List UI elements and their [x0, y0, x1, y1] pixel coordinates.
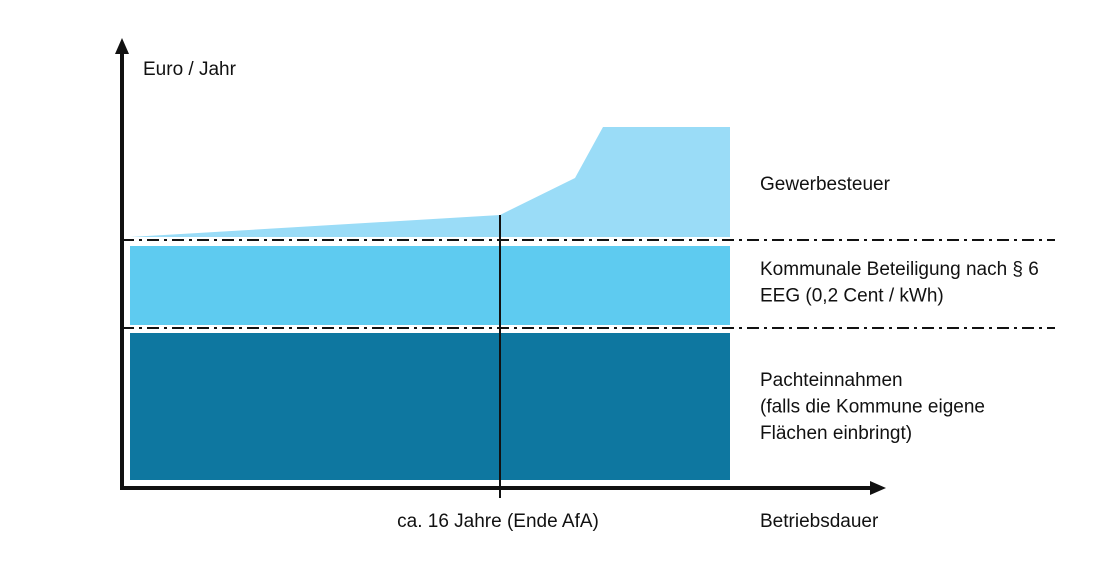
- x-arrow: [870, 481, 886, 495]
- layer-label: Gewerbesteuer: [760, 174, 891, 195]
- y-arrow: [115, 38, 129, 54]
- layer-label: Pachteinnahmen: [760, 370, 903, 391]
- marker-label: ca. 16 Jahre (Ende AfA): [397, 511, 599, 532]
- x-label: Betriebsdauer: [760, 511, 879, 532]
- trade-tax-area: [130, 127, 730, 237]
- y-label: Euro / Jahr: [143, 59, 237, 80]
- layer-label: EEG (0,2 Cent / kWh): [760, 286, 944, 307]
- layer-label: Kommunale Beteiligung nach § 6: [760, 259, 1039, 280]
- lease-band: [130, 333, 730, 480]
- participation-band: [130, 246, 730, 325]
- layer-label: Flächen einbringt): [760, 423, 912, 444]
- layer-label: (falls die Kommune eigene: [760, 397, 985, 418]
